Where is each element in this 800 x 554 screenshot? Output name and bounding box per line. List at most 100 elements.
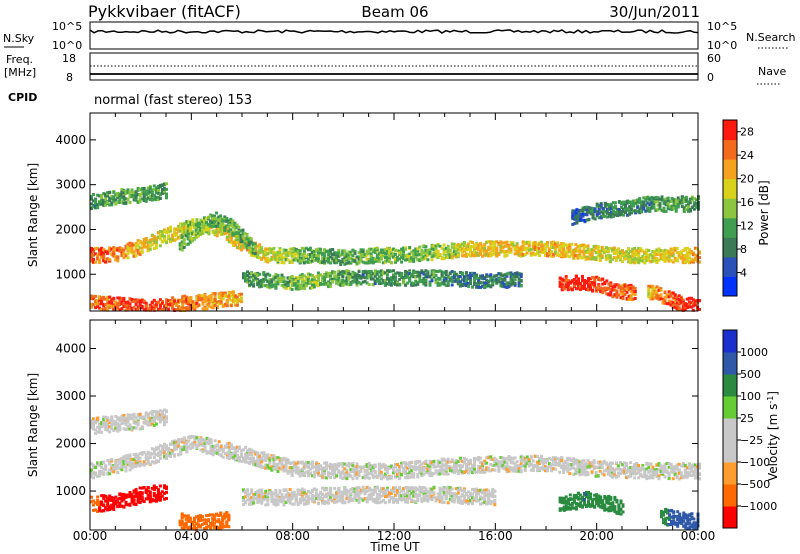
power-cell <box>225 217 229 221</box>
power-cell <box>193 301 197 305</box>
power-cell <box>679 308 683 312</box>
power-cell <box>252 254 256 257</box>
power-cell <box>420 253 424 257</box>
power-cell <box>134 194 138 198</box>
power-cell <box>483 277 487 281</box>
power-cell <box>663 259 667 263</box>
power-cell <box>381 281 385 285</box>
power-cell <box>685 302 689 306</box>
power-cell <box>560 283 564 287</box>
power-cell <box>337 282 341 286</box>
velocity-cell <box>154 446 158 450</box>
power-cell <box>158 298 162 302</box>
power-cell <box>495 250 499 254</box>
power-cell <box>440 257 444 261</box>
power-cell <box>681 258 685 262</box>
power-cell <box>577 213 581 217</box>
power-cell <box>94 202 98 205</box>
power-cell <box>274 276 278 279</box>
power-cell <box>298 249 302 253</box>
power-cell <box>194 223 198 227</box>
power-cell <box>597 276 601 280</box>
power-cell <box>615 293 619 297</box>
power-ytick-label: 3000 <box>55 178 86 192</box>
power-cell <box>278 251 282 255</box>
power-cell <box>227 221 231 225</box>
power-cell <box>603 282 607 285</box>
freq-left-tick-bottom: 8 <box>66 71 73 84</box>
power-cell <box>165 301 168 305</box>
power-cell <box>562 251 566 255</box>
power-cell <box>306 281 310 285</box>
power-cell <box>389 276 393 280</box>
power-cell <box>329 251 333 255</box>
power-cell <box>452 271 456 275</box>
power-cell <box>624 200 627 204</box>
power-cell <box>623 289 627 292</box>
power-cell <box>201 226 204 230</box>
power-cell <box>587 210 591 214</box>
power-cell <box>617 283 621 287</box>
power-cell <box>581 284 584 288</box>
power-cell <box>471 241 474 245</box>
power-cell <box>392 252 395 256</box>
power-cell <box>341 270 345 273</box>
power-cell <box>454 255 458 259</box>
power-cell <box>658 202 662 206</box>
power-cell <box>321 257 324 261</box>
power-cell <box>533 247 537 251</box>
power-cell <box>321 279 324 283</box>
power-cell <box>583 219 587 222</box>
power-cell <box>377 275 381 279</box>
power-cell <box>639 249 643 253</box>
power-cell <box>593 217 597 221</box>
power-cell <box>341 275 345 279</box>
power-cell <box>406 281 410 285</box>
power-cell <box>110 305 114 309</box>
power-cell <box>685 246 689 250</box>
power-cell <box>539 243 543 247</box>
power-cell <box>671 251 675 255</box>
power-cell <box>124 191 128 195</box>
power-cell <box>487 245 491 249</box>
power-cell <box>552 246 556 249</box>
power-cell <box>626 199 630 203</box>
power-cell <box>418 245 422 249</box>
power-cell <box>205 217 208 221</box>
power-cell <box>513 282 517 285</box>
power-cell <box>383 271 387 275</box>
power-cell <box>136 200 140 204</box>
velocity-cell <box>140 462 144 466</box>
power-cell <box>544 253 547 257</box>
power-cell <box>609 288 613 291</box>
power-cell <box>104 307 108 311</box>
power-cell <box>489 276 493 280</box>
velocity-cell <box>90 472 93 476</box>
power-cell <box>412 269 416 273</box>
power-cell <box>552 254 556 258</box>
power-cell <box>264 253 268 257</box>
power-cell <box>656 208 660 212</box>
power-cell <box>408 279 412 283</box>
velocity-cell <box>152 461 156 465</box>
power-cell <box>412 282 416 285</box>
power-cell <box>442 276 446 280</box>
power-cell <box>535 252 539 256</box>
velocity-cell <box>158 444 162 448</box>
power-cell <box>689 305 693 309</box>
power-cell <box>566 250 570 253</box>
power-cell <box>118 299 122 303</box>
power-cell <box>290 258 294 262</box>
power-cell <box>398 282 402 286</box>
power-cell <box>272 255 276 258</box>
power-cell <box>278 247 282 251</box>
power-cell <box>621 249 624 253</box>
freq-right-tick-top: 60 <box>707 52 721 65</box>
power-cell <box>647 258 651 262</box>
power-cell <box>412 283 416 287</box>
velocity-cell <box>92 465 95 469</box>
power-cell <box>499 244 503 248</box>
power-cell <box>207 232 211 236</box>
power-cell <box>270 278 274 282</box>
power-cell <box>665 293 669 297</box>
